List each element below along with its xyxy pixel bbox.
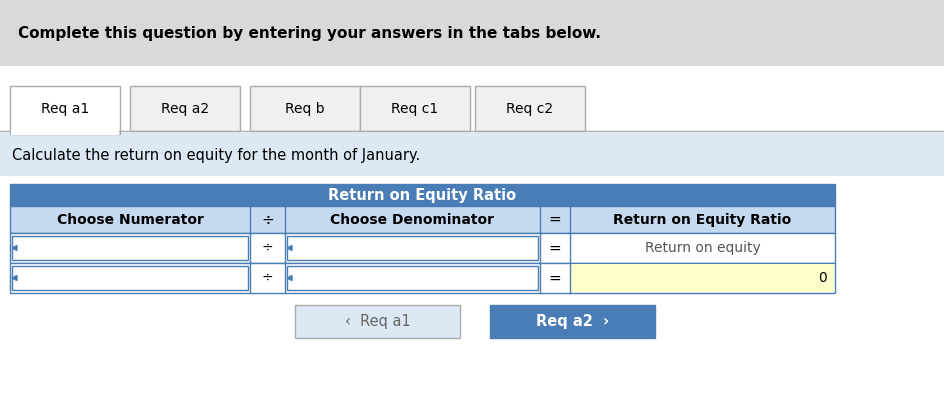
FancyBboxPatch shape <box>287 236 537 260</box>
Text: Req c1: Req c1 <box>391 101 438 116</box>
Text: 0: 0 <box>818 271 826 285</box>
Text: Return on equity: Return on equity <box>644 241 760 255</box>
Text: Req a2  ›: Req a2 › <box>535 314 609 329</box>
FancyBboxPatch shape <box>0 66 944 141</box>
FancyBboxPatch shape <box>570 264 834 292</box>
FancyBboxPatch shape <box>0 176 944 396</box>
Text: =: = <box>548 240 561 255</box>
Text: Req c2: Req c2 <box>506 101 553 116</box>
Polygon shape <box>287 276 292 280</box>
Text: Return on Equity Ratio: Return on Equity Ratio <box>329 187 516 202</box>
FancyBboxPatch shape <box>10 233 834 263</box>
Text: Calculate the return on equity for the month of January.: Calculate the return on equity for the m… <box>12 147 420 162</box>
Text: Return on Equity Ratio: Return on Equity Ratio <box>613 213 791 227</box>
FancyBboxPatch shape <box>250 86 360 131</box>
Text: =: = <box>548 270 561 286</box>
FancyBboxPatch shape <box>360 86 469 131</box>
Polygon shape <box>12 246 17 251</box>
FancyBboxPatch shape <box>490 305 654 338</box>
Text: ÷: ÷ <box>261 212 274 227</box>
Text: Choose Denominator: Choose Denominator <box>330 213 494 227</box>
FancyBboxPatch shape <box>10 184 834 206</box>
Text: Req b: Req b <box>285 101 325 116</box>
Polygon shape <box>12 276 17 280</box>
FancyBboxPatch shape <box>295 305 460 338</box>
Text: Complete this question by entering your answers in the tabs below.: Complete this question by entering your … <box>18 25 600 40</box>
FancyBboxPatch shape <box>10 263 834 293</box>
FancyBboxPatch shape <box>12 236 247 260</box>
FancyBboxPatch shape <box>287 266 537 290</box>
FancyBboxPatch shape <box>10 206 834 233</box>
Text: Choose Numerator: Choose Numerator <box>57 213 203 227</box>
FancyBboxPatch shape <box>0 0 944 66</box>
FancyBboxPatch shape <box>12 266 247 290</box>
Text: Req a2: Req a2 <box>160 101 209 116</box>
FancyBboxPatch shape <box>475 86 584 131</box>
Text: =: = <box>548 212 561 227</box>
Text: ‹  Req a1: ‹ Req a1 <box>345 314 410 329</box>
FancyBboxPatch shape <box>130 86 240 131</box>
FancyBboxPatch shape <box>0 133 944 176</box>
Text: Req a1: Req a1 <box>41 101 89 116</box>
FancyBboxPatch shape <box>11 130 119 135</box>
Text: ÷: ÷ <box>261 241 273 255</box>
Text: ÷: ÷ <box>261 271 273 285</box>
Polygon shape <box>287 246 292 251</box>
FancyBboxPatch shape <box>10 86 120 134</box>
